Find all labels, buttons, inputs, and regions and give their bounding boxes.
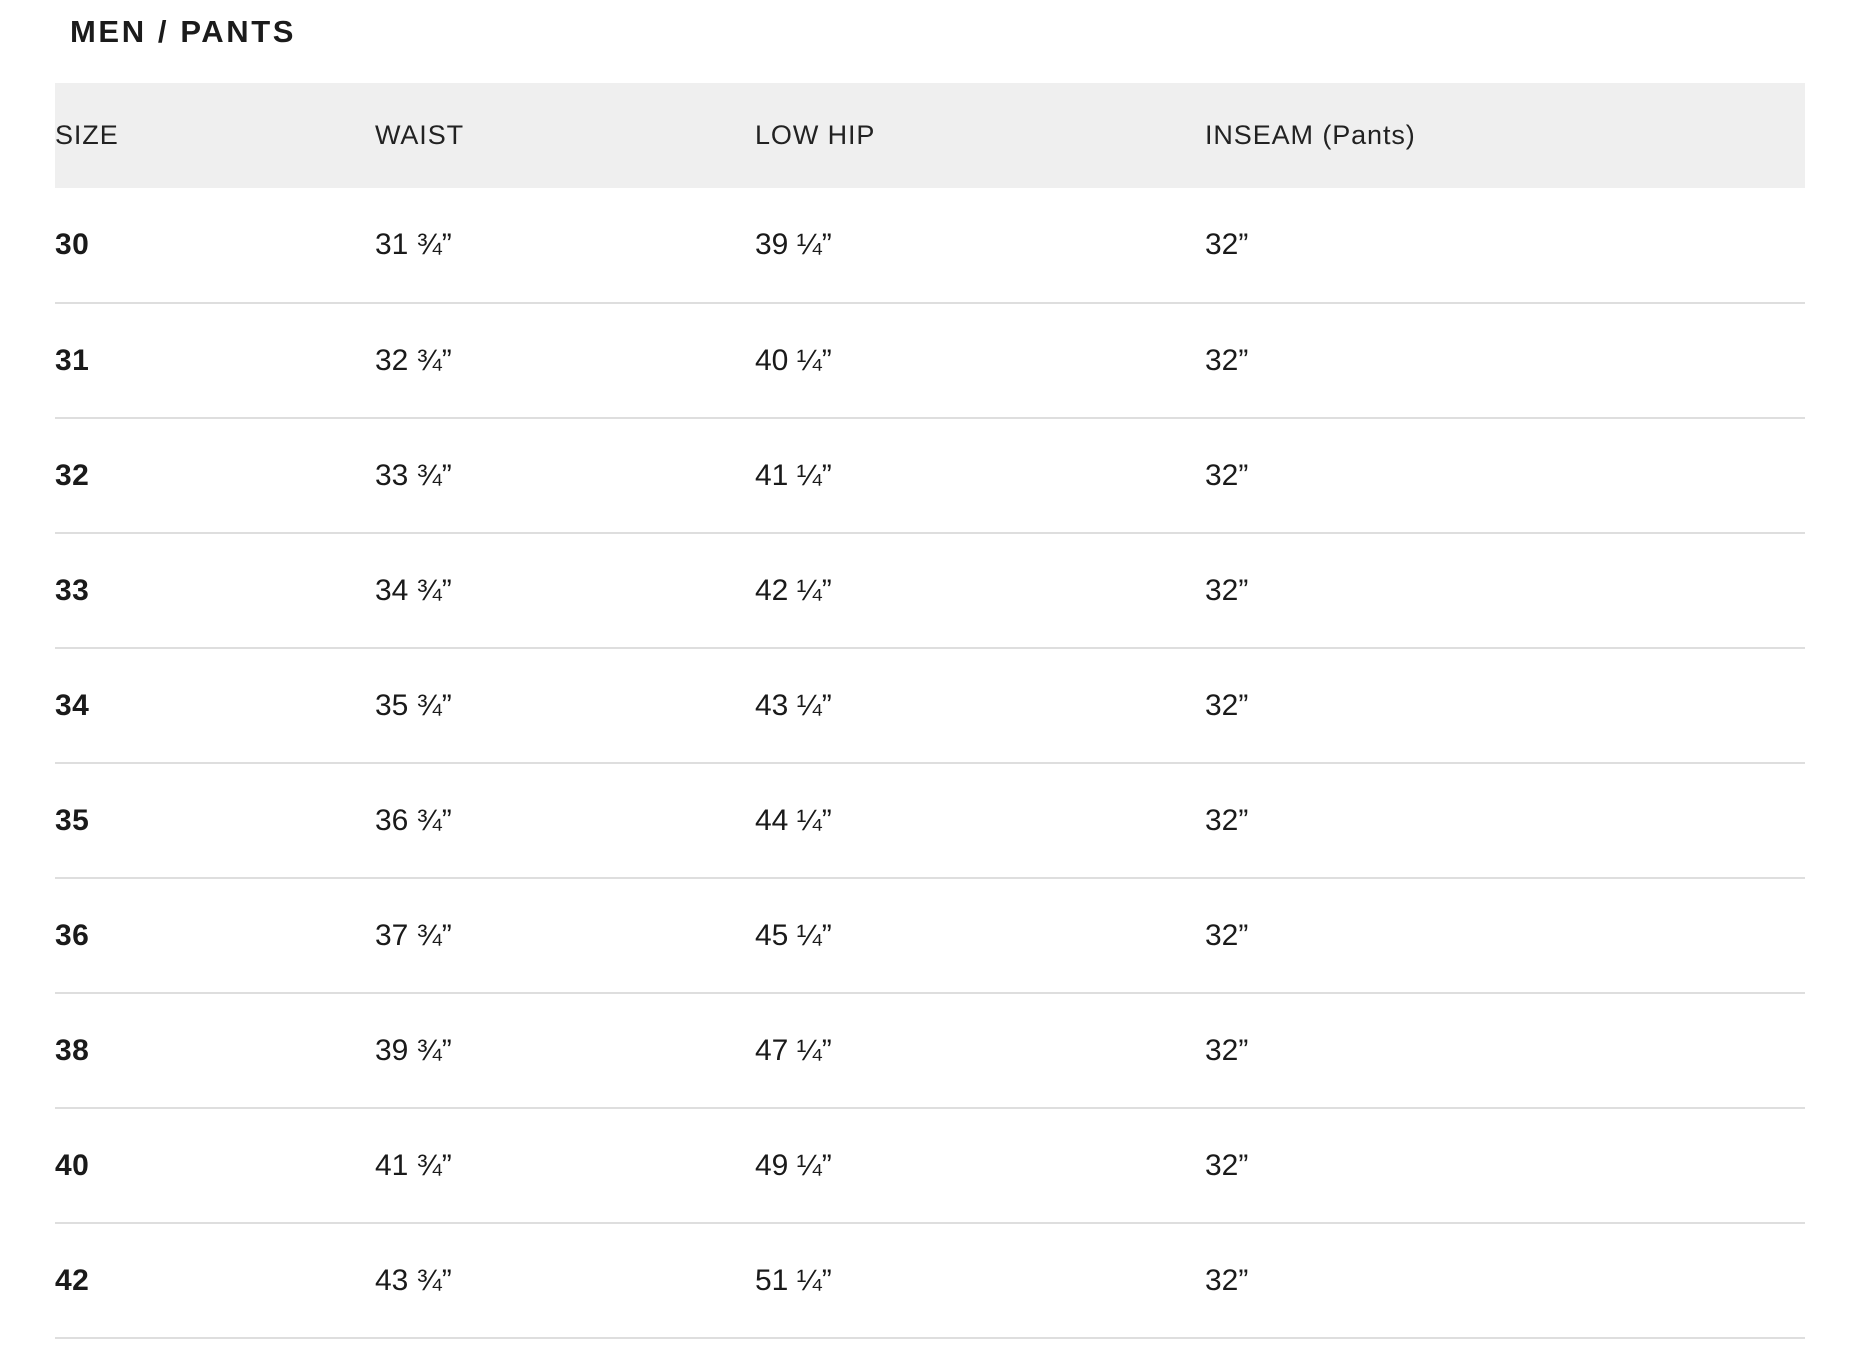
column-header-low-hip: LOW HIP — [755, 120, 876, 150]
cell-waist: 34 ¾” — [375, 533, 755, 649]
cell-low-hip: 41 ¼” — [755, 418, 1205, 534]
table-row: 33 34 ¾” 42 ¼” 32” — [55, 533, 1805, 649]
cell-inseam: 32” — [1205, 418, 1805, 534]
cell-low-hip: 39 ¼” — [755, 188, 1205, 304]
cell-low-hip: 42 ¼” — [755, 533, 1205, 649]
cell-inseam: 32” — [1205, 188, 1805, 304]
table-row: 40 41 ¾” 49 ¼” 32” — [55, 1108, 1805, 1224]
cell-inseam: 32” — [1205, 1108, 1805, 1224]
cell-waist: 43 ¾” — [375, 1223, 755, 1339]
cell-size: 38 — [55, 993, 375, 1109]
cell-waist: 41 ¾” — [375, 1108, 755, 1224]
column-header-waist: WAIST — [375, 120, 464, 150]
cell-inseam: 32” — [1205, 533, 1805, 649]
table-row: 42 43 ¾” 51 ¼” 32” — [55, 1223, 1805, 1339]
cell-low-hip: 40 ¼” — [755, 303, 1205, 419]
cell-waist: 31 ¾” — [375, 188, 755, 304]
column-header-size: SIZE — [55, 120, 119, 150]
cell-waist: 37 ¾” — [375, 878, 755, 994]
cell-low-hip: 44 ¼” — [755, 763, 1205, 879]
column-header-inseam: INSEAM (Pants) — [1205, 120, 1416, 150]
table-row: 31 32 ¾” 40 ¼” 32” — [55, 303, 1805, 419]
table-row: 38 39 ¾” 47 ¼” 32” — [55, 993, 1805, 1109]
cell-waist: 32 ¾” — [375, 303, 755, 419]
cell-size: 40 — [55, 1108, 375, 1224]
cell-inseam: 32” — [1205, 763, 1805, 879]
cell-size: 30 — [55, 188, 375, 304]
cell-size: 34 — [55, 648, 375, 764]
cell-size: 33 — [55, 533, 375, 649]
cell-size: 36 — [55, 878, 375, 994]
cell-low-hip: 47 ¼” — [755, 993, 1205, 1109]
cell-inseam: 32” — [1205, 1223, 1805, 1339]
cell-waist: 35 ¾” — [375, 648, 755, 764]
cell-waist: 36 ¾” — [375, 763, 755, 879]
size-chart-table: SIZE WAIST LOW HIP INSEAM (Pants) 30 31 ¾… — [55, 83, 1805, 1339]
cell-low-hip: 45 ¼” — [755, 878, 1205, 994]
cell-size: 42 — [55, 1223, 375, 1339]
cell-low-hip: 43 ¼” — [755, 648, 1205, 764]
cell-size: 31 — [55, 303, 375, 419]
table-row: 34 35 ¾” 43 ¼” 32” — [55, 648, 1805, 764]
cell-size: 35 — [55, 763, 375, 879]
table-header-row: SIZE WAIST LOW HIP INSEAM (Pants) — [55, 83, 1805, 188]
table-row: 36 37 ¾” 45 ¼” 32” — [55, 878, 1805, 994]
table-header: SIZE WAIST LOW HIP INSEAM (Pants) — [55, 83, 1805, 188]
table-body: 30 31 ¾” 39 ¼” 32” 31 32 ¾” 40 ¼” 32” 32 33 ¾” 41 … — [55, 188, 1805, 1339]
cell-inseam: 32” — [1205, 878, 1805, 994]
cell-low-hip: 49 ¼” — [755, 1108, 1205, 1224]
cell-waist: 33 ¾” — [375, 418, 755, 534]
cell-inseam: 32” — [1205, 303, 1805, 419]
table-row: 30 31 ¾” 39 ¼” 32” — [55, 188, 1805, 304]
cell-inseam: 32” — [1205, 648, 1805, 764]
page-title: MEN / PANTS — [70, 14, 297, 49]
table-row: 32 33 ¾” 41 ¼” 32” — [55, 418, 1805, 534]
table-row: 35 36 ¾” 44 ¼” 32” — [55, 763, 1805, 879]
cell-inseam: 32” — [1205, 993, 1805, 1109]
cell-waist: 39 ¾” — [375, 993, 755, 1109]
cell-size: 32 — [55, 418, 375, 534]
cell-low-hip: 51 ¼” — [755, 1223, 1205, 1339]
